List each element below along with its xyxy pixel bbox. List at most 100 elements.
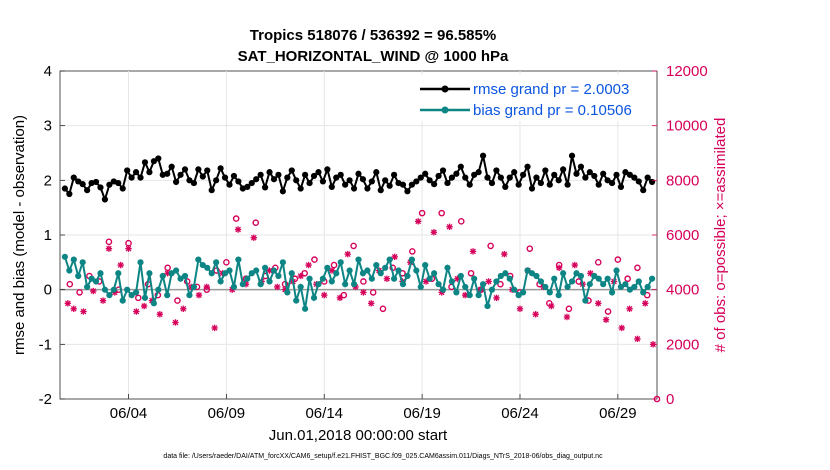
rmse-marker (591, 172, 598, 180)
bias-marker (600, 281, 607, 288)
bias-marker (426, 275, 433, 282)
obs-possible-marker (311, 256, 318, 263)
obs-assimilated-marker (234, 226, 242, 233)
rmse-marker (164, 170, 171, 177)
bias-marker (359, 270, 367, 277)
bias-marker (239, 281, 246, 288)
obs-assimilated-stroke (360, 289, 367, 296)
obs-assimilated-marker (595, 300, 602, 307)
obs-assimilated-stroke (80, 308, 87, 315)
bias-marker (506, 275, 513, 282)
bias-marker (422, 261, 429, 269)
obs-assimilated-marker (368, 300, 375, 307)
obs-assimilated-stroke (203, 284, 210, 290)
rmse-marker (204, 167, 211, 174)
rmse-marker (150, 158, 157, 165)
bias-marker (168, 270, 175, 277)
y-tick-label: -1 (39, 336, 52, 353)
bias-marker (604, 275, 611, 282)
obs-possible-marker (66, 280, 74, 288)
bias-marker (235, 256, 242, 263)
bias-marker (66, 267, 73, 274)
x-axis-label: Jun.01,2018 00:00:00 start (269, 427, 448, 444)
rmse-marker (404, 188, 411, 195)
bias-marker (555, 292, 562, 299)
bias-marker (613, 267, 620, 274)
bias-marker (204, 264, 211, 271)
obs-possible-marker (223, 259, 230, 266)
obs-assimilated-marker (360, 289, 367, 296)
bias-marker (248, 270, 255, 277)
obs-assimilated-marker (133, 308, 140, 315)
bias-marker (350, 281, 358, 288)
rmse-marker (604, 177, 611, 184)
bias-marker (493, 278, 500, 285)
rmse-marker (257, 171, 264, 178)
rmse-marker (386, 182, 393, 189)
rmse-marker (422, 170, 429, 177)
obs-possible-marker (232, 215, 240, 222)
bias-marker (146, 270, 153, 277)
bias-marker (208, 270, 215, 277)
rmse-marker (146, 169, 153, 176)
rmse-marker (586, 169, 593, 176)
bias-marker (404, 272, 411, 280)
rmse-marker (70, 174, 77, 181)
obs-assimilated-marker (563, 313, 571, 321)
bias-marker (439, 286, 447, 293)
bias-marker (61, 253, 68, 260)
obs-assimilated-stroke (117, 262, 124, 268)
rmse-marker (528, 185, 536, 192)
legend: rmse grand pr = 2.0003 bias grand pr = 0… (415, 74, 655, 122)
bias-marker (515, 292, 522, 299)
obs-assimilated-stroke (156, 311, 163, 318)
bias-marker (266, 278, 273, 285)
bias-marker (70, 256, 77, 263)
obs-possible-marker (105, 238, 113, 246)
bias-marker (431, 270, 438, 277)
rmse-marker (617, 183, 625, 190)
rmse-marker (248, 179, 255, 187)
obs-assimilated-marker (117, 261, 124, 269)
bias-marker (79, 259, 86, 266)
y-tick-label: 0 (44, 282, 52, 299)
bias-marker (257, 281, 264, 288)
rmse-marker (466, 181, 473, 188)
bias-marker (453, 289, 460, 296)
bias-marker (141, 294, 149, 301)
obs-possible-marker (350, 242, 357, 250)
rmse-marker (622, 169, 629, 176)
bias-marker (595, 275, 602, 282)
bias-marker (173, 267, 180, 274)
obs-assimilated-stroke (235, 226, 241, 233)
bias-marker (310, 294, 318, 301)
obs-assimilated-stroke (571, 262, 578, 268)
bias-marker (644, 283, 651, 291)
x-tick-layer: 06/04 06/09 06/14 06/19 06/24 06/29 (110, 394, 637, 422)
right-y-axis-label: # of obs: o=possible; ×=assimilated (712, 118, 729, 353)
bias-marker (577, 272, 585, 280)
right-y-tick-label: 6000 (666, 227, 699, 244)
bias-marker (137, 259, 144, 266)
rmse-marker (297, 185, 304, 192)
bias-marker (390, 275, 398, 282)
legend-rmse-label: rmse grand pr = 2.0003 (473, 81, 629, 98)
rmse-marker (399, 181, 407, 188)
rmse-marker (61, 185, 68, 192)
bias-marker (275, 272, 282, 280)
rmse-marker (488, 179, 496, 187)
obs-assimilated-marker (415, 218, 422, 225)
bias-marker (617, 283, 625, 291)
bias-marker (435, 281, 442, 288)
bias-marker (408, 256, 415, 263)
rmse-marker (448, 174, 456, 181)
rmse-marker (342, 181, 349, 188)
rmse-marker (613, 171, 620, 178)
rmse-marker (373, 169, 380, 176)
obs-possible-marker (634, 264, 641, 272)
obs-assimilated-marker (571, 261, 578, 269)
obs-assimilated-stroke (470, 248, 476, 255)
bias-marker (315, 281, 322, 288)
obs-assimilated-stroke (415, 218, 422, 225)
